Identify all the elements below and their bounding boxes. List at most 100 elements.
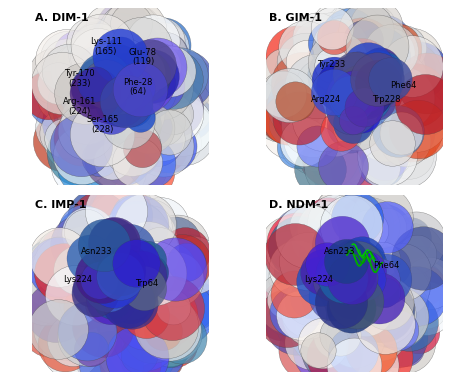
Point [337, 260, 344, 266]
Point [376, 159, 383, 165]
Point [155, 82, 163, 88]
Point [374, 88, 382, 94]
Point [98, 109, 105, 115]
Point [141, 236, 148, 243]
Point [121, 88, 128, 94]
Point [373, 40, 381, 46]
Point [348, 94, 356, 100]
Point [56, 249, 64, 255]
Point [362, 91, 370, 97]
Point [302, 291, 310, 297]
Point [320, 116, 328, 122]
Point [351, 71, 359, 77]
Point [302, 86, 310, 92]
Point [135, 164, 142, 170]
Point [374, 43, 381, 49]
Point [416, 67, 423, 74]
Point [340, 339, 348, 345]
Point [120, 159, 128, 165]
Point [145, 285, 153, 291]
Point [368, 362, 376, 368]
Point [359, 153, 367, 159]
Point [338, 94, 346, 100]
Point [146, 67, 154, 74]
Point [107, 296, 114, 302]
Point [113, 167, 120, 173]
Point [131, 273, 138, 279]
Point [130, 84, 137, 90]
Point [328, 25, 336, 31]
Point [170, 114, 177, 120]
Point [80, 297, 87, 303]
Point [338, 240, 346, 246]
Point [107, 110, 115, 116]
Point [339, 57, 347, 63]
Point [347, 223, 355, 229]
Point [332, 72, 340, 78]
Point [368, 103, 375, 109]
Point [129, 316, 137, 322]
Point [133, 354, 140, 360]
Point [168, 321, 176, 327]
Text: Asn233: Asn233 [324, 247, 356, 256]
Point [127, 255, 134, 261]
Point [82, 228, 90, 234]
Point [315, 294, 323, 300]
Point [344, 80, 351, 86]
Point [390, 282, 398, 288]
Point [362, 299, 370, 305]
Point [318, 323, 325, 329]
Point [170, 80, 177, 86]
Point [362, 352, 370, 358]
Point [91, 74, 99, 80]
Point [388, 153, 396, 159]
Point [151, 103, 159, 110]
Point [287, 126, 295, 132]
Point [388, 48, 395, 54]
Point [340, 136, 348, 142]
Point [102, 96, 109, 102]
Point [401, 116, 408, 122]
Point [344, 345, 352, 351]
Point [377, 255, 385, 261]
Point [94, 115, 101, 121]
Point [125, 343, 132, 349]
Point [375, 91, 383, 97]
Point [409, 63, 416, 69]
Point [103, 125, 110, 131]
Point [88, 43, 96, 49]
Point [192, 271, 200, 277]
Point [369, 93, 376, 99]
Point [332, 349, 340, 356]
Point [71, 85, 78, 91]
Point [141, 268, 149, 274]
Point [317, 322, 324, 328]
Point [342, 292, 350, 298]
Point [375, 48, 383, 54]
Point [75, 319, 82, 325]
Point [343, 339, 351, 345]
Point [126, 247, 133, 253]
Point [98, 273, 106, 279]
Point [113, 323, 120, 329]
Point [330, 89, 338, 95]
Point [62, 286, 70, 292]
Point [403, 64, 411, 70]
Point [399, 45, 407, 51]
Point [147, 160, 155, 166]
Point [405, 301, 413, 307]
Point [92, 56, 100, 62]
Point [335, 170, 343, 176]
Point [400, 104, 408, 110]
Point [107, 98, 115, 104]
Point [308, 239, 315, 245]
Point [345, 74, 352, 80]
Point [143, 257, 151, 263]
Point [376, 354, 384, 360]
Text: Ser-165
(228): Ser-165 (228) [86, 115, 118, 133]
Point [170, 330, 178, 336]
Point [132, 122, 140, 128]
Point [82, 61, 90, 67]
Point [128, 212, 136, 218]
Point [395, 132, 403, 138]
